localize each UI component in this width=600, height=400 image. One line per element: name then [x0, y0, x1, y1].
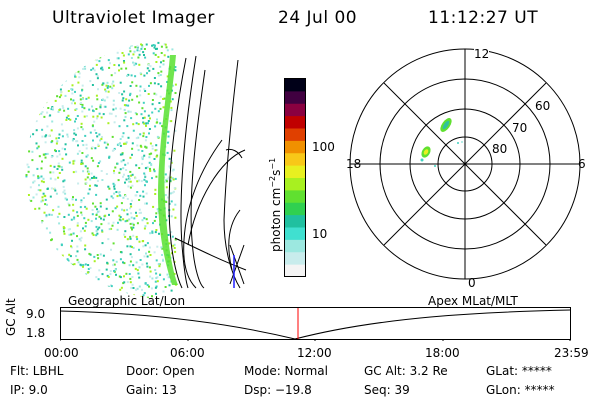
xtick-0000: 00:00: [44, 346, 79, 360]
info-mode: Mode: Normal: [244, 364, 328, 378]
mlt-label-12: 12: [474, 47, 490, 61]
map-gridlines: [168, 55, 247, 289]
xtick-2359: 23:59: [554, 346, 589, 360]
mlt-label-18: 18: [346, 157, 362, 171]
timeline-ticks: [60, 339, 571, 341]
colorbar-segment: [284, 115, 306, 129]
lat-label-60: 60: [535, 99, 551, 113]
polar-aurora-spots: [420, 118, 463, 167]
terminator-glow: [158, 55, 178, 285]
colorbar-units-mid: s: [269, 169, 283, 176]
colorbar-segment: [284, 140, 306, 154]
colorbar-segment: [284, 264, 306, 277]
colorbar-segment: [284, 78, 306, 92]
mlt-label-6: 6: [578, 157, 586, 171]
lat-label-70: 70: [512, 121, 528, 135]
colorbar-units-sup1: −2: [268, 175, 277, 188]
timeline-left-title: Geographic Lat/Lon: [68, 294, 186, 308]
geographic-image: [25, 40, 247, 300]
mlt-label-0: 0: [468, 276, 476, 290]
date-label: 24 Jul 00: [278, 8, 358, 28]
info-glat: GLat: *****: [486, 364, 552, 378]
aurora-emission-speckle: [25, 40, 177, 300]
colorbar-segment: [284, 239, 306, 253]
altitude-timeline: [60, 307, 571, 341]
colorbar-segment: [284, 202, 306, 216]
colorbar-segment: [284, 103, 306, 117]
polar-grid: [349, 48, 581, 280]
info-door: Door: Open: [126, 364, 195, 378]
xtick-1800: 18:00: [425, 346, 460, 360]
colorbar-units-sup2: −1: [268, 157, 277, 170]
info-gc-alt: GC Alt: 3.2 Re: [364, 364, 448, 378]
colorbar-segment: [284, 152, 306, 166]
timeline-right-title: Apex MLat/MLT: [428, 294, 518, 308]
info-seq: Seq: 39: [364, 383, 410, 397]
info-dsp: Dsp: −19.8: [244, 383, 312, 397]
colorbar-segment: [284, 165, 306, 178]
xtick-0600: 06:00: [170, 346, 205, 360]
colorbar-segment: [284, 128, 306, 141]
info-filter: Flt: LBHL: [10, 364, 64, 378]
lat-label-80: 80: [492, 142, 508, 156]
colorbar-scale: [284, 78, 306, 277]
altitude-curve: [60, 309, 571, 340]
info-gain: Gain: 13: [126, 383, 177, 397]
timeline-ytick-top: 9.0: [26, 307, 46, 321]
colorbar-segment: [284, 214, 306, 228]
colorbar-tick-10: 10: [312, 227, 328, 241]
time-label: 11:12:27 UT: [428, 8, 539, 28]
colorbar-units-label: photon cm−2s−1: [268, 158, 283, 252]
colorbar-segment: [284, 189, 306, 203]
colorbar-segment: [284, 177, 306, 191]
colorbar-units-main: photon cm: [269, 187, 283, 252]
info-ip: IP: 9.0: [10, 383, 48, 397]
colorbar: [284, 78, 306, 277]
polar-plot: [349, 48, 581, 280]
instrument-title: Ultraviolet Imager: [52, 8, 215, 28]
xtick-1200: 12:00: [297, 346, 332, 360]
colorbar-segment: [284, 90, 306, 104]
timeline-ytick-bottom: 1.8: [26, 326, 46, 340]
info-glon: GLon: *****: [486, 383, 555, 397]
colorbar-frame: [284, 78, 306, 277]
colorbar-segment: [284, 251, 306, 265]
colorbar-tick-100: 100: [312, 140, 335, 154]
timeline-yaxis-label: GC Alt: [4, 298, 18, 336]
colorbar-segment: [284, 227, 306, 240]
